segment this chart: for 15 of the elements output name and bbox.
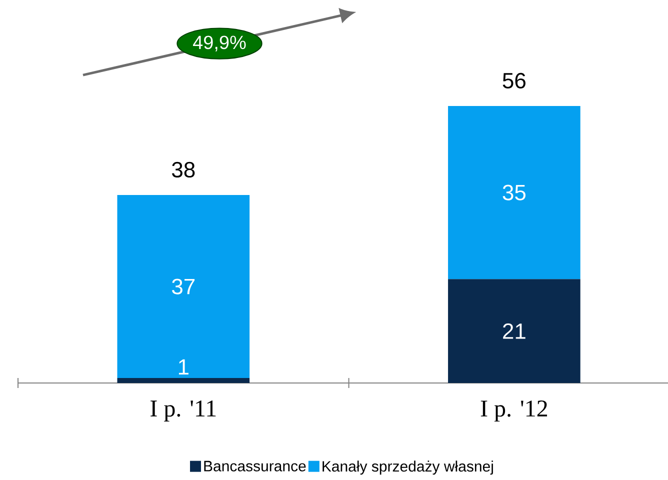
- legend-label: Kanały sprzedaży własnej: [322, 460, 493, 475]
- data-label: 37: [172, 278, 195, 294]
- data-label: 21: [503, 323, 526, 339]
- text: 49,9%: [193, 36, 246, 52]
- data-label: 35: [502, 184, 526, 200]
- bar: [448, 279, 580, 383]
- total-label: 56: [502, 72, 526, 88]
- x-tick-label: I p. '12: [480, 400, 548, 422]
- bar: [117, 378, 250, 383]
- x-tick-label: I p. '11: [150, 400, 216, 422]
- legend-label: Bancassurance: [204, 460, 306, 472]
- bar: [117, 195, 250, 378]
- data-label: 1: [178, 359, 188, 375]
- total-label: 38: [172, 162, 195, 178]
- bar: [448, 106, 580, 280]
